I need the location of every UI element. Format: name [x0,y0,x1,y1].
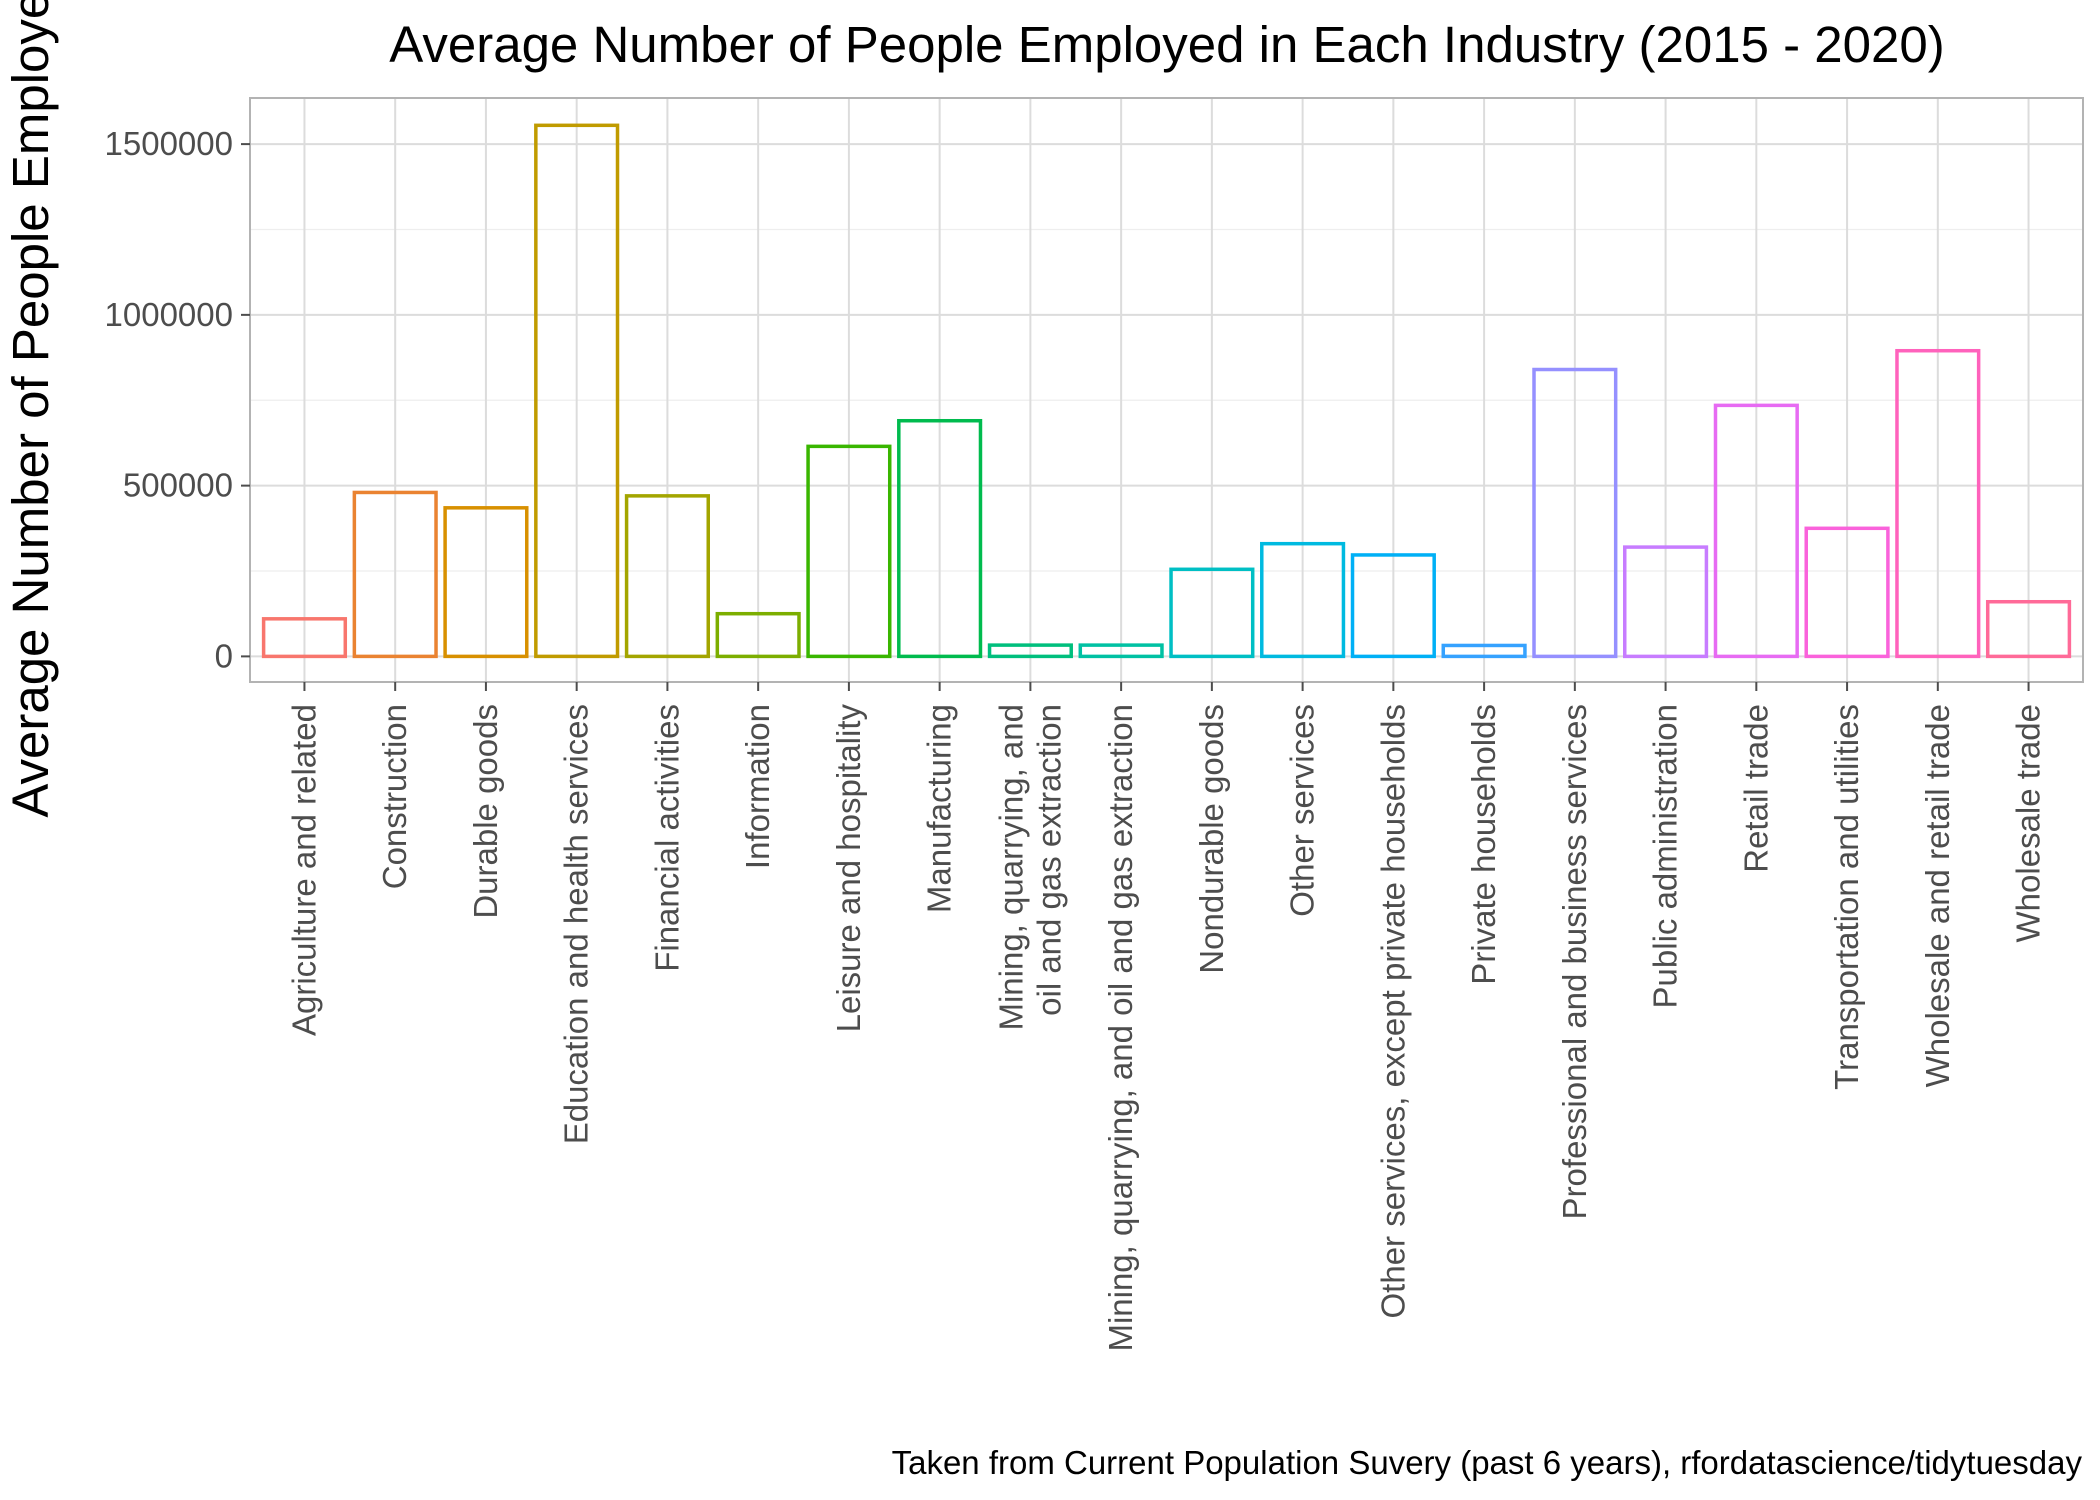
bar [1169,567,1255,659]
x-tick-label: Information [739,704,776,869]
bar [1895,348,1981,659]
y-axis-label: Average Number of People Employed [2,0,59,818]
bar [624,494,710,659]
bar [987,643,1073,659]
bar [1985,599,2072,659]
x-tick-label: Public administration [1647,704,1684,1008]
bar [897,418,983,659]
x-tick-label: Agriculture and related [285,704,322,1036]
bar [1078,643,1164,659]
bar [1804,526,1890,659]
bar [534,123,620,659]
x-tick-label: Private households [1465,704,1502,985]
x-tick-label: Wholesale and retail trade [1919,704,1956,1087]
y-tick-label: 1000000 [105,296,233,333]
x-tick-label: Manufacturing [921,704,958,913]
bar [443,506,529,659]
y-tick-label: 500000 [123,467,233,504]
bar [715,611,801,659]
bar [1260,541,1346,659]
bar [1441,643,1527,659]
x-tick-label: Other services [1284,704,1321,917]
bar [352,490,438,659]
panel-border [249,97,2084,683]
bar [806,444,892,659]
x-tick-label: Other services, except private household… [1374,704,1411,1318]
x-tick-label: Mining, quarrying, and oil and gas extra… [1102,704,1139,1352]
bar [1350,553,1436,659]
chart-title: Average Number of People Employed in Eac… [389,16,1944,73]
y-axis: 0 500000 1000000 1500000 [105,125,250,674]
x-tick-label: Professional and business services [1556,704,1593,1219]
y-tick-label: 1500000 [105,125,233,162]
x-tick-label: Nondurable goods [1193,704,1230,974]
x-tick-label: Retail trade [1737,704,1774,873]
bar [1532,367,1618,659]
x-tick-label: Leisure and hospitality [830,704,867,1033]
minor-gridlines [250,228,2083,572]
x-tick-label: Wholesale trade [2010,704,2047,942]
chart-caption: Taken from Current Population Suvery (pa… [892,1444,2083,1481]
x-axis: Agriculture and related Construction Durab… [285,682,2047,1352]
x-tick-label: Financial activities [648,704,685,972]
bar [261,617,348,659]
bar [1713,403,1799,659]
x-tick-label: Construction [376,704,413,889]
major-gridlines [250,98,2083,682]
bar-series [261,123,2072,659]
bar [1623,545,1709,659]
x-tick-label: Education and health services [558,704,595,1144]
x-tick-label: Mining, quarrying, andoil and gas extrac… [992,704,1067,1031]
x-tick-label: Transportation and utilities [1828,704,1865,1090]
x-tick-label: Durable goods [467,704,504,919]
y-tick-label: 0 [215,637,233,674]
plot-panel [249,97,2084,683]
